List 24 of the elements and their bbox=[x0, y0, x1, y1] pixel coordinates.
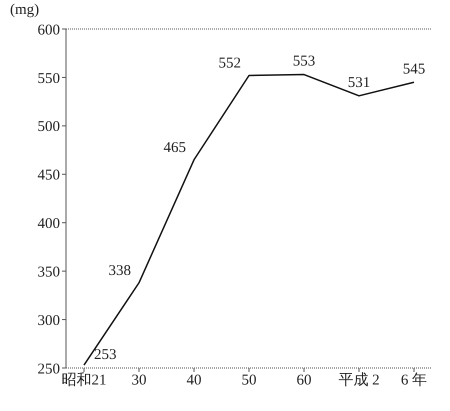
x-tick-label: 60 bbox=[296, 372, 312, 389]
data-label: 552 bbox=[218, 55, 241, 72]
data-label: 553 bbox=[292, 54, 316, 70]
y-axis-title: (mg) bbox=[10, 2, 40, 19]
data-label: 531 bbox=[348, 74, 370, 91]
y-tick-label: 350 bbox=[38, 264, 60, 280]
x-tick-label: 平成 2 bbox=[338, 372, 380, 389]
line-series bbox=[83, 74, 415, 366]
y-tick-label: 450 bbox=[38, 168, 60, 184]
y-tick-label: 550 bbox=[38, 70, 60, 87]
x-tick-label: 50 bbox=[242, 372, 256, 389]
x-tick-label: 30 bbox=[132, 372, 146, 389]
data-label: 545 bbox=[402, 61, 426, 78]
y-tick-label: 600 bbox=[38, 22, 60, 38]
y-tick-label: 500 bbox=[38, 119, 60, 136]
data-label: 253 bbox=[94, 347, 116, 364]
x-tick-label: 昭和21 bbox=[62, 372, 106, 389]
y-tick-label: 400 bbox=[38, 216, 60, 232]
data-label: 338 bbox=[108, 262, 131, 279]
data-label: 465 bbox=[164, 140, 186, 156]
y-tick-label: 250 bbox=[38, 361, 60, 378]
y-tick-label: 300 bbox=[38, 312, 60, 329]
x-tick-label: 6 年 bbox=[400, 372, 428, 389]
x-tick-label: 40 bbox=[186, 372, 202, 389]
